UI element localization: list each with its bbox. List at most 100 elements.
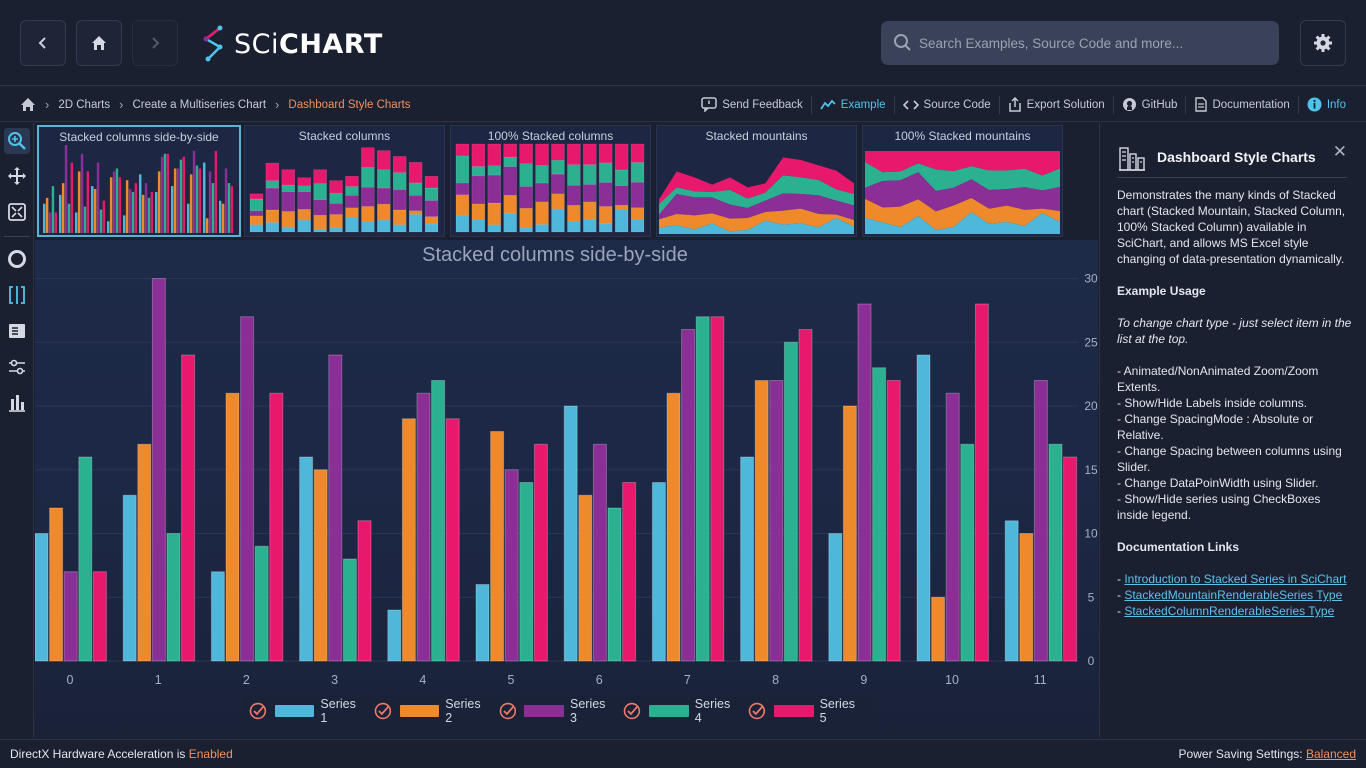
- close-icon[interactable]: ✕: [1332, 142, 1347, 161]
- bar-series-4[interactable]: [1048, 443, 1063, 662]
- bar-chart-tool[interactable]: [4, 390, 30, 416]
- bar-series-3[interactable]: [592, 443, 607, 662]
- checkbox-checked-icon[interactable]: [623, 702, 641, 720]
- bar-series-3[interactable]: [63, 571, 78, 662]
- bar-series-4[interactable]: [342, 558, 357, 662]
- bar-series-3[interactable]: [151, 278, 166, 662]
- bar-series-2[interactable]: [931, 596, 946, 662]
- bar-series-5[interactable]: [798, 329, 813, 662]
- bar-series-4[interactable]: [783, 341, 798, 662]
- split-tool[interactable]: [4, 282, 30, 308]
- zoom-extents-tool[interactable]: [4, 199, 30, 225]
- bar-series-1[interactable]: [828, 533, 843, 662]
- bar-series-5[interactable]: [622, 482, 637, 662]
- bar-series-5[interactable]: [533, 443, 548, 662]
- main-chart[interactable]: Stacked columns side-by-side 0 5 10 15 20 25 3…: [35, 240, 1098, 738]
- legend-item-series-3[interactable]: Series 3: [499, 697, 616, 725]
- checkbox-checked-icon[interactable]: [748, 702, 766, 720]
- documentation-link[interactable]: Documentation: [1186, 95, 1299, 114]
- bar-series-2[interactable]: [1019, 533, 1034, 662]
- bar-series-2[interactable]: [578, 494, 593, 662]
- bar-series-4[interactable]: [166, 533, 181, 662]
- checkbox-checked-icon[interactable]: [249, 702, 267, 720]
- forward-button[interactable]: [132, 20, 178, 66]
- bar-series-5[interactable]: [710, 316, 725, 662]
- bar-series-3[interactable]: [504, 469, 519, 662]
- bar-series-1[interactable]: [563, 405, 578, 662]
- thumbnail-stacked-columns[interactable]: Stacked columns: [244, 125, 445, 237]
- scichart-logo[interactable]: SCiCHART: [200, 24, 383, 64]
- bar-series-2[interactable]: [754, 380, 769, 662]
- rollover-tool[interactable]: [4, 246, 30, 272]
- bar-series-2[interactable]: [313, 469, 328, 662]
- checkbox-checked-icon[interactable]: [499, 702, 517, 720]
- thumbnail-stacked-columns-side-by-side[interactable]: Stacked columns side-by-side: [37, 125, 241, 237]
- export-solution-button[interactable]: Export Solution: [1000, 95, 1114, 114]
- bar-series-4[interactable]: [519, 482, 534, 662]
- legend-item-series-4[interactable]: Series 4: [623, 697, 740, 725]
- bar-series-5[interactable]: [886, 380, 901, 662]
- bar-series-5[interactable]: [357, 520, 372, 662]
- thumbnail-stacked-mountains[interactable]: Stacked mountains: [656, 125, 857, 237]
- settings-button[interactable]: [1300, 20, 1346, 66]
- bar-series-4[interactable]: [607, 507, 622, 662]
- bar-series-3[interactable]: [240, 316, 255, 662]
- bar-series-3[interactable]: [328, 354, 343, 662]
- bar-series-5[interactable]: [974, 303, 989, 662]
- github-link[interactable]: GitHub: [1114, 95, 1187, 114]
- bar-series-1[interactable]: [651, 482, 666, 662]
- bar-series-1[interactable]: [916, 354, 931, 662]
- thumbnail-100-stacked-columns[interactable]: 100% Stacked columns: [450, 125, 651, 237]
- bar-series-2[interactable]: [401, 418, 416, 662]
- bar-series-4[interactable]: [431, 380, 446, 662]
- legend-item-series-1[interactable]: Series 1: [249, 697, 366, 725]
- bar-series-4[interactable]: [695, 316, 710, 662]
- bar-series-5[interactable]: [181, 354, 196, 662]
- bar-series-4[interactable]: [872, 367, 887, 662]
- bar-series-1[interactable]: [35, 533, 49, 662]
- zoom-tool[interactable]: [4, 128, 30, 154]
- legend-item-series-2[interactable]: Series 2: [374, 697, 491, 725]
- bar-series-5[interactable]: [445, 418, 460, 662]
- bar-series-3[interactable]: [945, 392, 960, 662]
- back-button[interactable]: [20, 20, 66, 66]
- breadcrumb-item[interactable]: 2D Charts: [58, 98, 111, 111]
- bar-series-3[interactable]: [857, 303, 872, 662]
- bar-series-3[interactable]: [769, 380, 784, 662]
- breadcrumb-item[interactable]: Create a Multiseries Chart: [132, 98, 267, 111]
- bar-series-1[interactable]: [1004, 520, 1019, 662]
- bar-series-4[interactable]: [960, 443, 975, 662]
- bar-series-1[interactable]: [387, 609, 402, 662]
- info-tab[interactable]: Info: [1299, 96, 1354, 114]
- search-input[interactable]: Search Examples, Source Code and more...: [881, 21, 1279, 65]
- example-tab[interactable]: Example: [812, 95, 895, 114]
- bar-series-5[interactable]: [269, 392, 284, 662]
- bar-series-2[interactable]: [666, 392, 681, 662]
- bar-series-2[interactable]: [842, 405, 857, 662]
- bar-series-2[interactable]: [137, 443, 152, 662]
- bar-series-1[interactable]: [740, 456, 755, 662]
- bar-series-3[interactable]: [416, 392, 431, 662]
- power-saving-link[interactable]: Balanced: [1305, 747, 1356, 761]
- pan-tool[interactable]: [4, 163, 30, 189]
- bar-series-2[interactable]: [490, 431, 505, 662]
- send-feedback-button[interactable]: Send Feedback: [693, 95, 812, 114]
- bar-series-3[interactable]: [1033, 380, 1048, 662]
- bar-series-1[interactable]: [299, 456, 314, 662]
- bar-series-2[interactable]: [49, 507, 64, 662]
- home-button[interactable]: [76, 20, 122, 66]
- checkbox-checked-icon[interactable]: [374, 702, 392, 720]
- home-icon[interactable]: [20, 97, 36, 112]
- thumbnail-100-stacked-mountains[interactable]: 100% Stacked mountains: [862, 125, 1063, 237]
- bar-series-5[interactable]: [92, 571, 107, 662]
- doc-link[interactable]: Introduction to Stacked Series in SciCha…: [1124, 572, 1347, 586]
- legend-item-series-5[interactable]: Series 5: [748, 697, 865, 725]
- doc-link[interactable]: StackedMountainRenderableSeries Type: [1124, 588, 1343, 602]
- legend-tool[interactable]: [4, 318, 30, 344]
- bar-series-2[interactable]: [225, 392, 240, 662]
- settings-sliders-tool[interactable]: [4, 354, 30, 380]
- bar-series-4[interactable]: [254, 545, 269, 662]
- doc-link[interactable]: StackedColumnRenderableSeries Type: [1124, 604, 1335, 618]
- bar-series-1[interactable]: [475, 584, 490, 662]
- chart-plot[interactable]: 0 5 10 15 20 25 30 0 1 2 3 4 5 6 7 8 9 10 11: [35, 240, 1098, 690]
